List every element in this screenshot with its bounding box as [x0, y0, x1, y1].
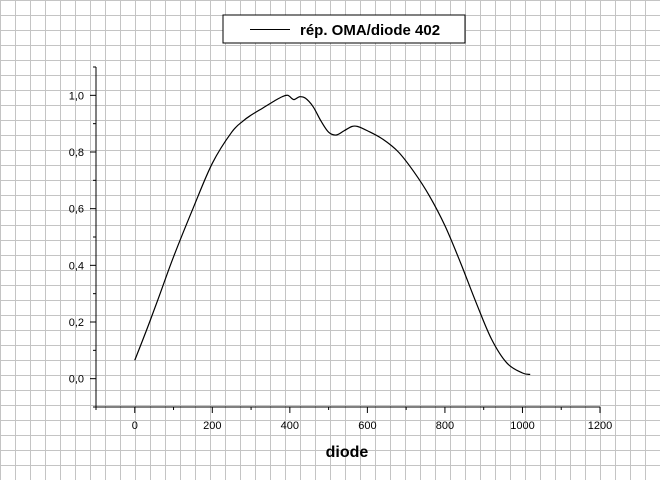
x-tick-label: 800 — [436, 420, 454, 432]
y-tick-label: 0,0 — [69, 374, 84, 386]
x-axis-title: diode — [326, 444, 369, 461]
legend-entry-label: rép. OMA/diode 402 — [300, 22, 440, 39]
y-tick-label: 0,6 — [69, 204, 84, 216]
x-tick-label: 600 — [358, 420, 376, 432]
axes: 0 200 400 600 800 1000 1200 0,0 0,2 0,4 0,6 0,8 1,0 — [69, 66, 612, 432]
y-tick-label: 0,2 — [69, 317, 84, 329]
x-tick-label: 1000 — [510, 420, 534, 432]
legend: rép. OMA/diode 402 — [222, 14, 466, 44]
series-line — [134, 94, 531, 376]
x-tick-label: 1200 — [588, 420, 612, 432]
x-tick-label: 200 — [203, 420, 221, 432]
y-tick-label: 1,0 — [69, 90, 84, 102]
y-tick-label: 0,8 — [69, 147, 84, 159]
y-tick-label: 0,4 — [69, 260, 84, 272]
x-tick-label: 0 — [132, 420, 138, 432]
x-tick-label: 400 — [281, 420, 299, 432]
